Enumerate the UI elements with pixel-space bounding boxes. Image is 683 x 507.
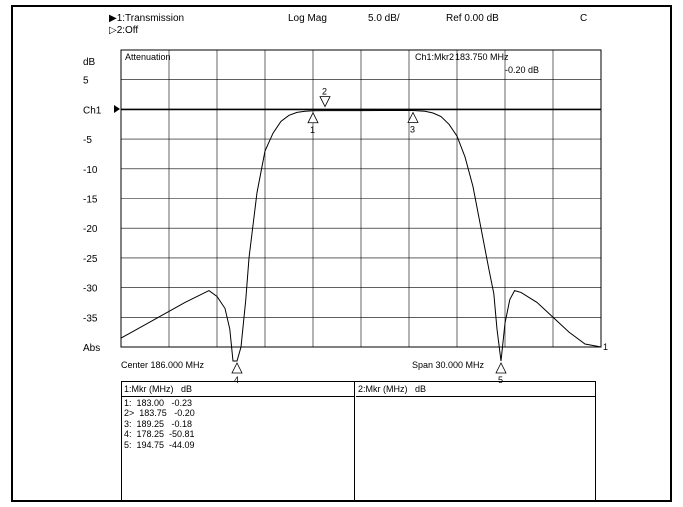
active-marker-freq: 183.750 MHz [455, 52, 509, 62]
y-tick-label: Abs [83, 343, 100, 354]
marker-row[interactable]: 3: 189.25 -0.18 [124, 418, 193, 429]
marker-table-right-header: 2:Mkr (MHz) dB [356, 384, 595, 397]
marker-table: 1:Mkr (MHz) dB 1: 183.00 -0.23 2> 183.75… [121, 381, 596, 500]
marker-row[interactable]: 5: 194.75 -44.09 [124, 439, 195, 450]
marker-row[interactable]: 2> 183.75 -0.20 [124, 408, 195, 418]
y-tick-label: -35 [83, 313, 98, 324]
trace1-label[interactable]: ▶1:Transmission [109, 13, 184, 24]
y-tick-label: 5 [83, 76, 89, 87]
marker-label: 1 [603, 342, 608, 352]
scale-label: 5.0 dB/ [368, 13, 400, 24]
trace-line [120, 109, 602, 362]
analyzer-screen: ▶1:Transmission ▷2:Off Log Mag 5.0 dB/ R… [11, 5, 672, 502]
format-label: Log Mag [288, 13, 327, 24]
marker-label: 3 [410, 124, 415, 134]
y-tick-label: -10 [83, 165, 98, 176]
marker-label: 1 [310, 125, 315, 135]
marker-4[interactable]: 4 [231, 362, 243, 385]
span-label: Span 30.000 MHz [412, 360, 485, 370]
y-tick-label: -20 [83, 224, 98, 235]
marker-label: 5 [498, 375, 503, 385]
marker-table-left: 1:Mkr (MHz) dB 1: 183.00 -0.23 2> 183.75… [122, 382, 355, 500]
marker-2[interactable]: 2 [319, 87, 331, 108]
y-tick-label: -30 [83, 284, 98, 295]
center-frequency-label: Center 186.000 MHz [121, 360, 205, 370]
transmission-chart: ▶1:Transmission ▷2:Off Log Mag 5.0 dB/ R… [83, 13, 608, 385]
marker-triangle-icon [495, 362, 507, 374]
marker-triangle-icon [407, 111, 419, 123]
marker-label: 4 [234, 375, 239, 385]
marker-triangle-icon [307, 111, 319, 124]
y-tick-label: -5 [83, 135, 92, 146]
y-tick-label: Ch1 [83, 105, 102, 116]
plot-grid [120, 49, 602, 348]
marker-label: 2 [322, 87, 327, 97]
marker-3[interactable]: 3 [407, 111, 419, 134]
y-unit-label: dB [83, 57, 96, 68]
y-tick-label: -15 [83, 195, 98, 206]
y-tick-labels: 5 Ch1 -5 -10 -15 -20 -25 -30 -35 Abs [83, 76, 102, 354]
marker-symbols: 1 2 3 4 5 1 [231, 87, 608, 385]
marker-triangle-icon [231, 362, 243, 374]
marker-row[interactable]: 1: 183.00 -0.23 [124, 397, 193, 408]
reference-arrow-icon [114, 105, 120, 113]
attenuation-label: Attenuation [125, 52, 171, 62]
marker-1[interactable]: 1 [603, 342, 608, 352]
ref-label: Ref 0.00 dB [446, 13, 499, 24]
y-tick-label: -25 [83, 254, 98, 265]
marker-row[interactable]: 4: 178.25 -50.81 [124, 429, 195, 439]
trace2-label[interactable]: ▷2:Off [109, 25, 138, 36]
active-marker-id: Ch1:Mkr2 [415, 52, 454, 62]
marker-1[interactable]: 1 [307, 111, 319, 135]
corner-label: C [580, 13, 587, 24]
active-marker-value: -0.20 dB [505, 65, 539, 75]
marker-table-left-header: 1:Mkr (MHz) dB [122, 384, 354, 397]
marker-5[interactable]: 5 [495, 362, 507, 385]
marker-triangle-icon [319, 96, 331, 108]
marker-table-right: 2:Mkr (MHz) dB [355, 382, 595, 500]
